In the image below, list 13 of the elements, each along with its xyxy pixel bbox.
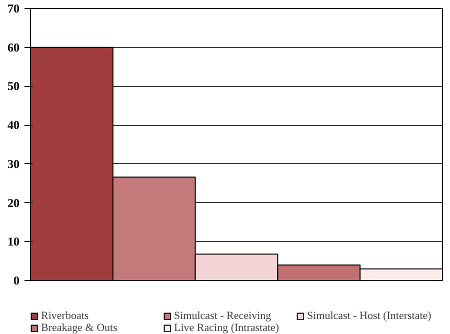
legend-label: Breakage & Outs (41, 322, 118, 334)
y-tick-label: 70 (8, 2, 20, 16)
legend-label: Simulcast - Host (Interstate) (307, 310, 432, 322)
legend-label: Riverboats (41, 310, 90, 322)
legend-label: Simulcast - Receiving (174, 310, 272, 322)
y-tick-label: 60 (8, 40, 20, 54)
y-tick-label: 50 (8, 79, 20, 94)
y-tick-label: 20 (8, 196, 20, 210)
y-tick-label: 40 (8, 118, 20, 132)
legend-label: Live Racing (Intrastate) (174, 322, 280, 334)
y-tick-label: 0 (14, 274, 20, 288)
y-tick-label: 10 (8, 234, 20, 249)
y-tick-label: 30 (8, 156, 20, 171)
